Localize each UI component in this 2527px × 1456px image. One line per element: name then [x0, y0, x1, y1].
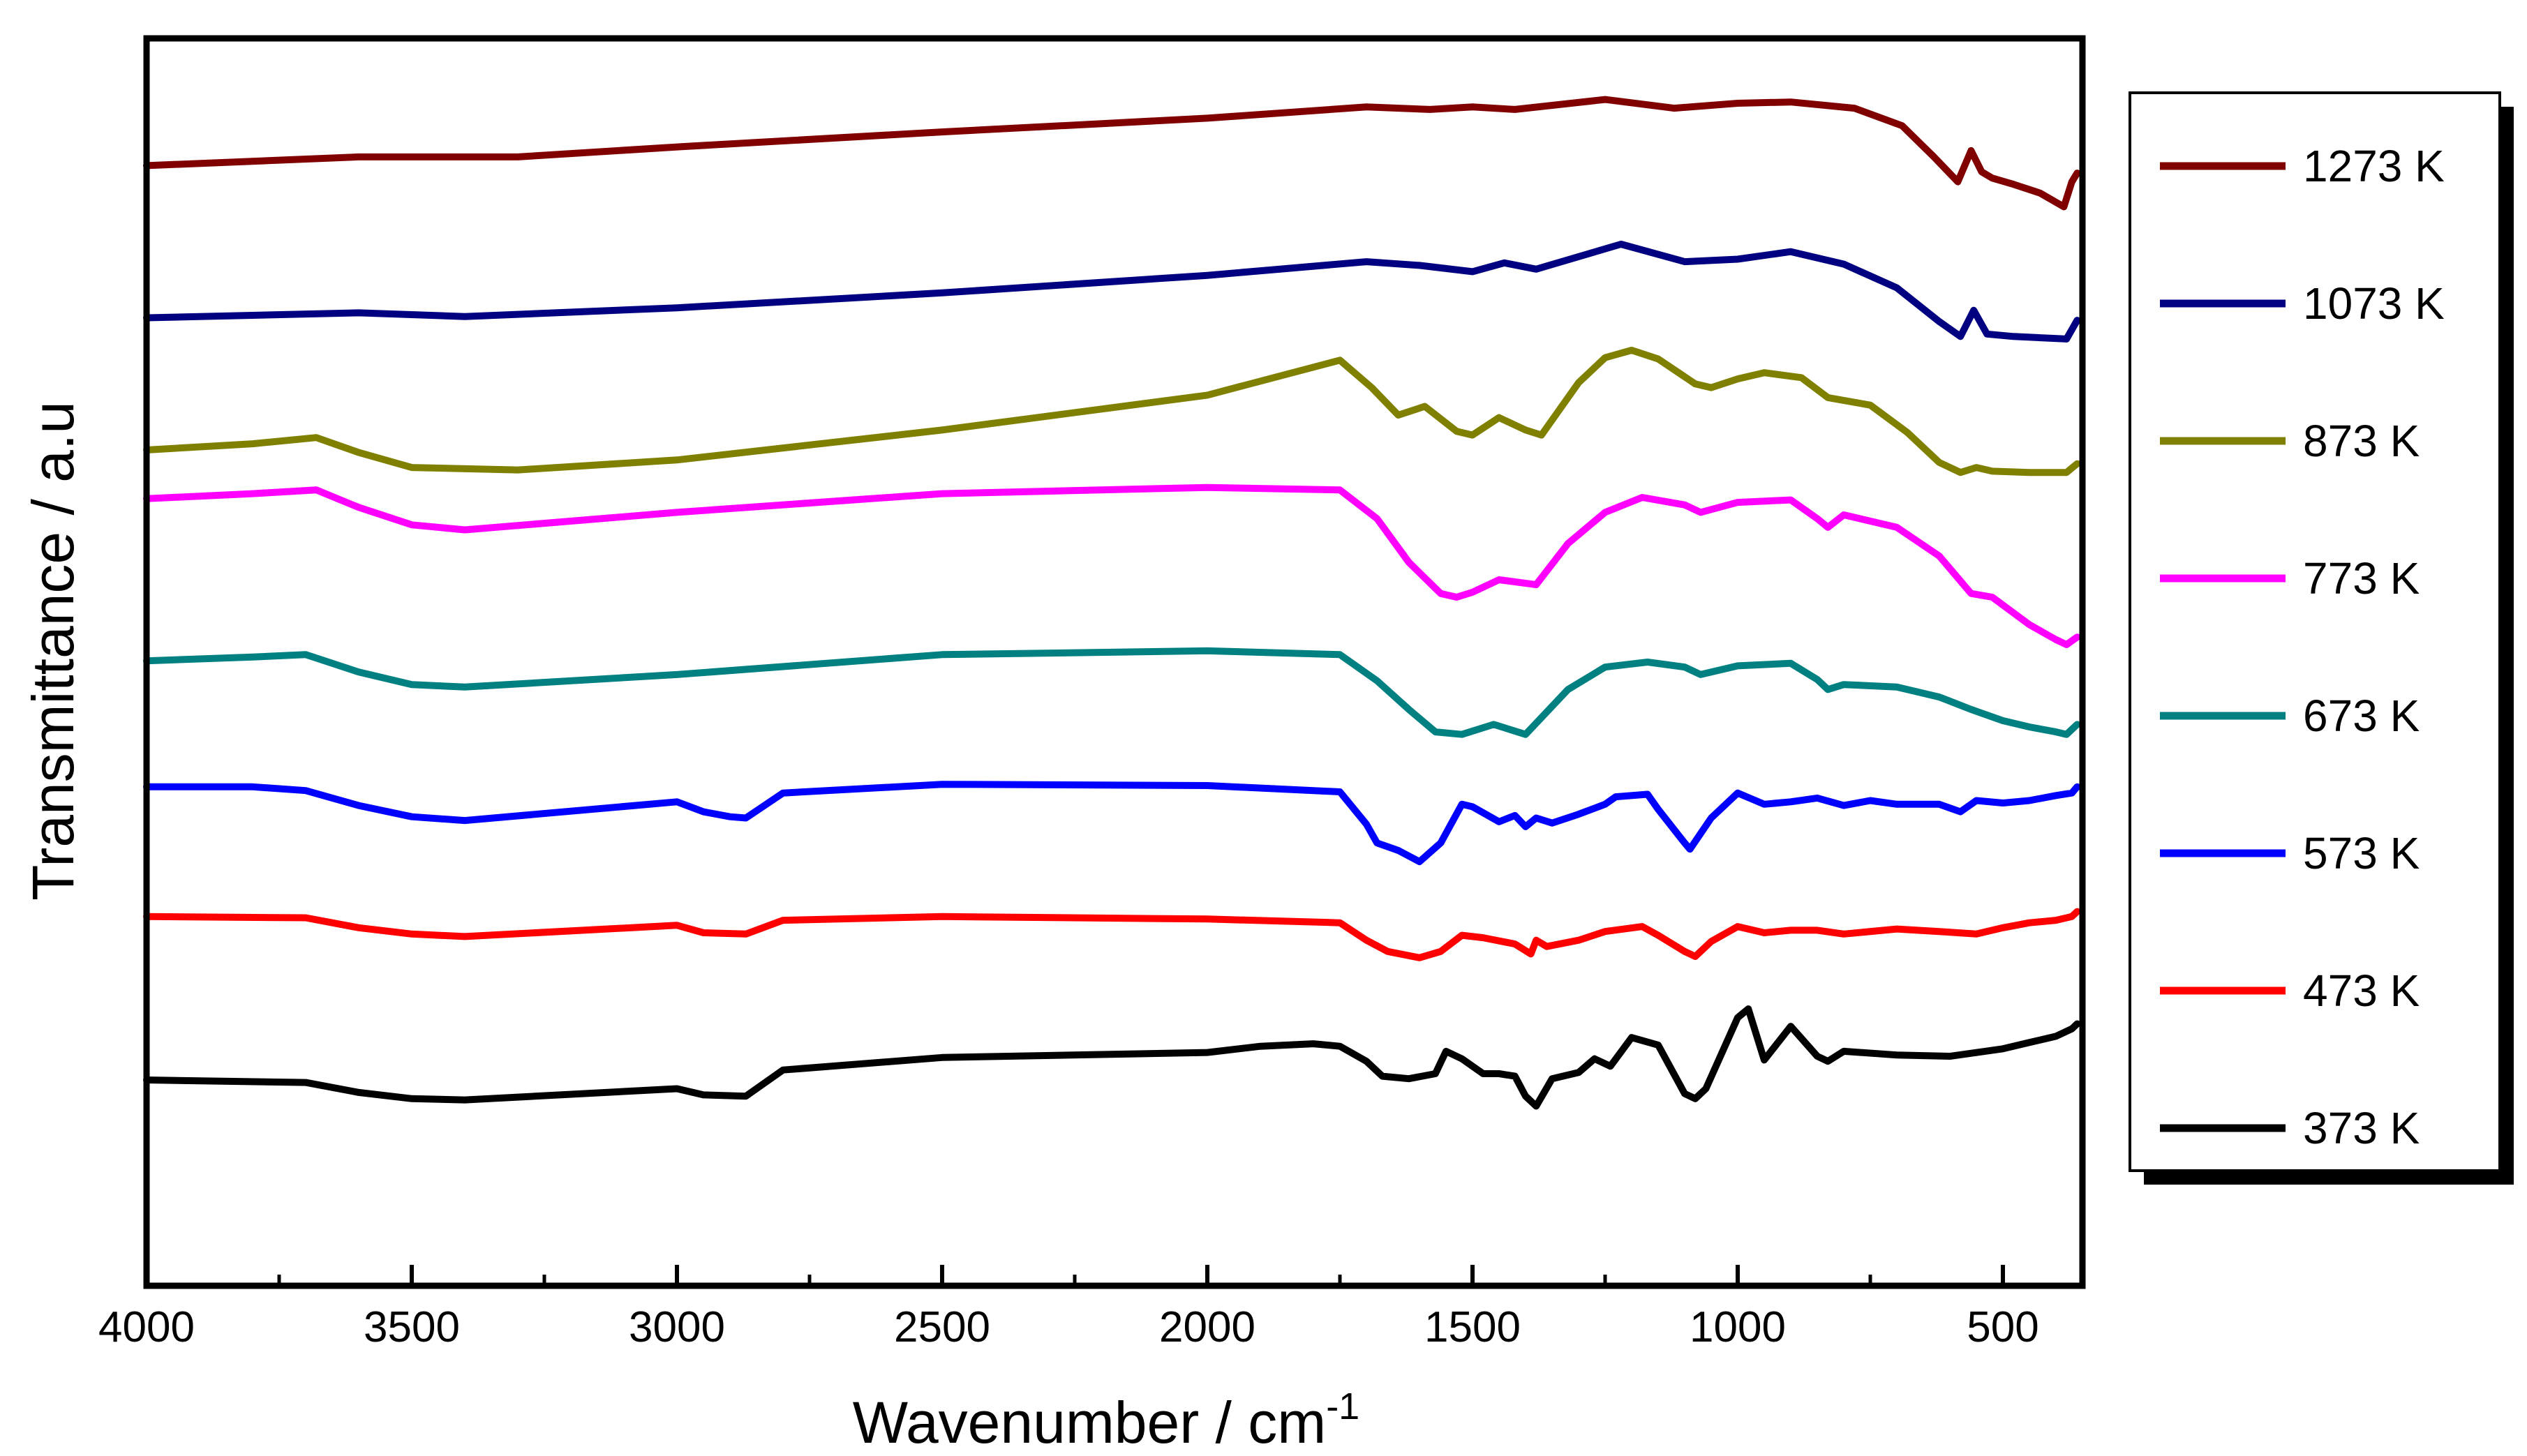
x-tick-label: 3500 — [364, 1303, 460, 1351]
x-tick-label: 2500 — [894, 1303, 990, 1351]
legend-label: 1073 K — [2303, 278, 2445, 329]
x-tick-label: 500 — [1967, 1303, 2038, 1351]
x-tick-label: 3000 — [629, 1303, 725, 1351]
y-axis-title: Transmittance / a.u — [20, 401, 86, 901]
series-line-873-k — [143, 347, 2081, 476]
x-tick-label: 4000 — [98, 1303, 195, 1351]
series-line-573-k — [143, 781, 2081, 866]
legend-items: 1273 K 1073 K 873 K 773 K 673 K 573 K 473 K 373… — [2160, 141, 2445, 1153]
series-line-473-k — [143, 908, 2081, 961]
x-tick-label: 1500 — [1424, 1303, 1521, 1351]
series-line-373-k — [143, 1005, 2081, 1110]
x-axis: 4000 3500 3000 2500 2000 1500 1000 500 — [98, 1265, 2039, 1351]
legend-label: 873 K — [2303, 416, 2420, 466]
legend-label: 673 K — [2303, 691, 2420, 741]
series-line-673-k — [143, 647, 2081, 738]
series-line-1073-k — [143, 241, 2081, 343]
series-line-773-k — [143, 483, 2081, 648]
series-line-1273-k — [143, 96, 2081, 211]
legend-label: 1273 K — [2303, 141, 2445, 191]
legend-label: 373 K — [2303, 1103, 2420, 1153]
legend-label: 473 K — [2303, 966, 2420, 1016]
legend: 1273 K 1073 K 873 K 773 K 673 K 573 K 473 K 373… — [2129, 91, 2514, 1185]
series-layer — [143, 96, 2081, 1110]
legend-label: 773 K — [2303, 553, 2420, 603]
x-tick-label: 2000 — [1159, 1303, 1255, 1351]
x-axis-title: Wavenumber / cm-1 — [853, 1386, 1359, 1455]
x-tick-label: 1000 — [1690, 1303, 1786, 1351]
plot-frame — [143, 35, 2086, 1289]
legend-label: 573 K — [2303, 828, 2420, 878]
